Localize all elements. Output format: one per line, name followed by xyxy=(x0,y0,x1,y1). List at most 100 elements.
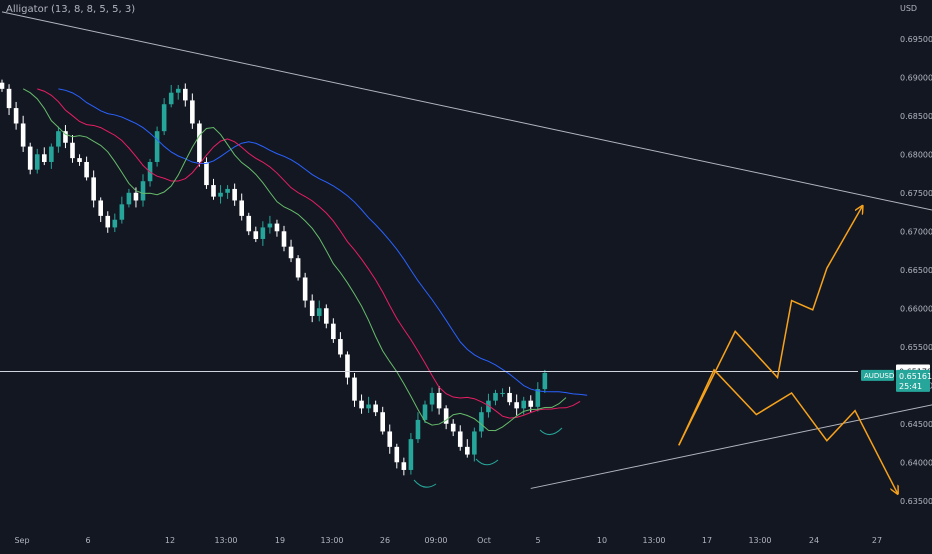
alligator-lips-line xyxy=(22,88,567,432)
candle-body xyxy=(302,277,308,301)
candle xyxy=(253,226,259,243)
candle-body xyxy=(126,192,132,205)
candle xyxy=(408,432,414,475)
x-tick-label: 27 xyxy=(872,536,882,545)
candle xyxy=(13,101,19,130)
candle-body xyxy=(408,439,414,470)
candle-body xyxy=(274,223,280,232)
y-tick-label: 0.63500 xyxy=(900,497,932,506)
candle xyxy=(211,178,216,200)
x-tick-label: 26 xyxy=(380,536,390,545)
candle xyxy=(49,143,54,169)
y-tick-label: 0.67500 xyxy=(900,189,932,198)
projection-arrow xyxy=(678,207,862,446)
candles xyxy=(0,79,548,476)
candle-body xyxy=(493,392,498,401)
y-tick-label: 0.67000 xyxy=(900,227,932,236)
x-tick-label: 19 xyxy=(275,536,285,545)
y-axis: 0.69500 0.69000 0.68500 0.68000 0.67500 0.670… xyxy=(900,35,932,506)
candle-body xyxy=(366,404,371,409)
candle xyxy=(84,156,89,181)
candle-body xyxy=(535,389,541,407)
x-tick-label: 13:00 xyxy=(642,536,665,545)
candle xyxy=(239,193,244,221)
candle xyxy=(218,185,223,204)
candle-body xyxy=(56,131,61,147)
candle xyxy=(443,405,449,430)
candle xyxy=(542,369,548,393)
candle xyxy=(0,79,5,92)
alligator-teeth-line xyxy=(37,88,581,419)
candle-body xyxy=(443,408,449,424)
candle xyxy=(204,157,209,189)
candle xyxy=(366,396,371,413)
candle xyxy=(6,84,12,116)
candle-body xyxy=(70,142,75,159)
candle xyxy=(274,219,280,237)
candle xyxy=(429,387,435,412)
last-price-badge-bg xyxy=(896,369,930,392)
candle-body xyxy=(288,246,294,259)
candle xyxy=(352,372,357,407)
candle-body xyxy=(63,131,68,143)
cup-sketch xyxy=(475,458,499,466)
candle-body xyxy=(507,392,512,403)
candle xyxy=(316,300,322,322)
candle-body xyxy=(324,308,329,324)
x-tick-label: 09:00 xyxy=(424,536,447,545)
candle xyxy=(225,185,230,199)
candle-body xyxy=(422,404,428,420)
candle xyxy=(415,412,421,444)
candle-body xyxy=(373,404,378,413)
candle xyxy=(56,126,61,153)
candle xyxy=(436,386,442,415)
candle-body xyxy=(500,392,505,394)
candle-body xyxy=(316,308,322,316)
candle-body xyxy=(246,215,252,232)
indicator-label[interactable]: Alligator (13, 8, 8, 5, 5, 3) xyxy=(6,4,136,15)
candle xyxy=(500,388,505,397)
candle xyxy=(288,239,294,263)
candle xyxy=(479,406,484,438)
candle-body xyxy=(20,123,26,147)
candle-body xyxy=(34,154,40,170)
candle xyxy=(514,394,519,416)
x-tick-label: 17 xyxy=(702,536,712,545)
candle-body xyxy=(479,412,484,432)
projection-arrow xyxy=(678,368,898,493)
candle-body xyxy=(175,88,181,93)
y-tick-label: 0.68000 xyxy=(900,150,932,159)
candle-body xyxy=(232,188,237,201)
candle-body xyxy=(521,400,526,409)
x-tick-label: 13:00 xyxy=(748,536,771,545)
x-tick-label: 6 xyxy=(85,536,90,545)
candle-body xyxy=(91,177,96,201)
candle-body xyxy=(218,192,223,197)
candle xyxy=(175,84,181,100)
trendline xyxy=(530,404,932,489)
x-tick-label: 13:00 xyxy=(214,536,237,545)
candle xyxy=(359,394,364,414)
cup-sketch xyxy=(539,427,563,435)
y-tick-label: 0.69000 xyxy=(900,73,932,82)
y-tick-label: 0.64500 xyxy=(900,420,932,429)
y-tick-label: 0.64000 xyxy=(900,458,932,467)
candle-body xyxy=(140,181,146,201)
candle xyxy=(126,188,132,208)
candle xyxy=(20,115,26,152)
candle-body xyxy=(105,215,111,228)
candle xyxy=(154,126,160,167)
alligator-jaw-line xyxy=(58,88,588,396)
candle-body xyxy=(239,200,244,216)
x-axis: Sep 6 12 13:00 19 13:00 26 09:00 Oct 5 10 13:00 17 13… xyxy=(14,536,882,545)
candle-body xyxy=(112,219,118,228)
candle xyxy=(373,400,378,417)
x-tick-label: 13:00 xyxy=(320,536,343,545)
candle-body xyxy=(429,392,435,405)
candle-body xyxy=(98,200,103,216)
candle-body xyxy=(168,92,174,105)
candle xyxy=(281,225,287,252)
